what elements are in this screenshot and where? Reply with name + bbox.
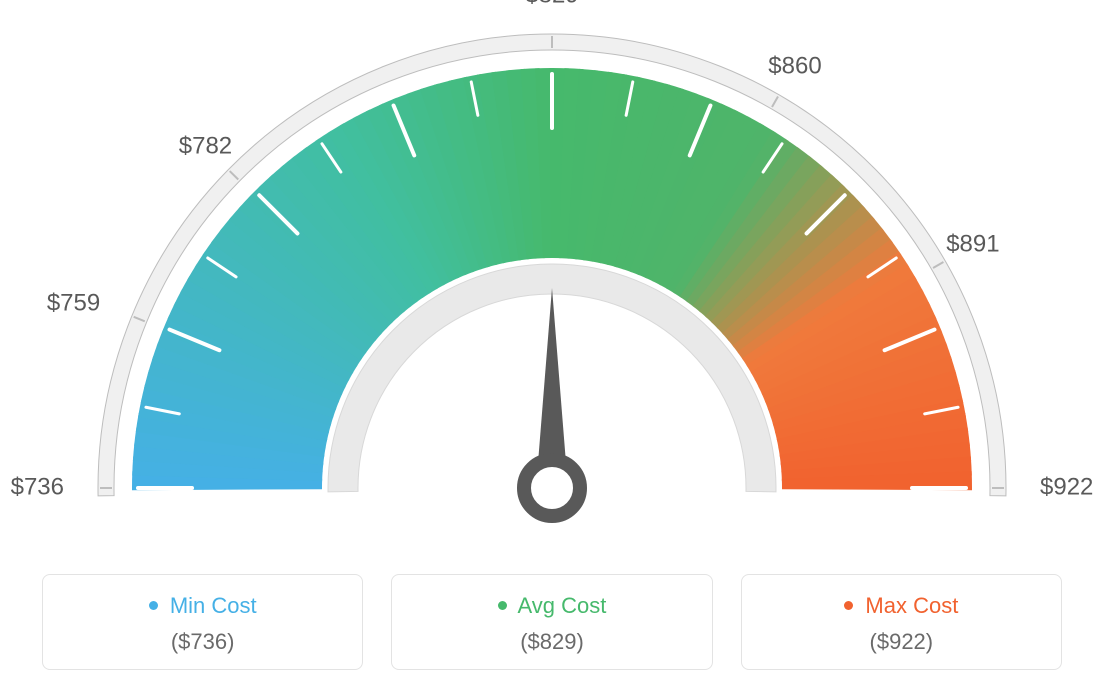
- legend-value-avg: ($829): [392, 629, 711, 655]
- legend-card-avg: Avg Cost ($829): [391, 574, 712, 670]
- legend-dot-avg: [498, 601, 507, 610]
- legend-value-min: ($736): [43, 629, 362, 655]
- legend-dot-max: [844, 601, 853, 610]
- legend-title-max: Max Cost: [742, 593, 1061, 619]
- legend-title-min: Min Cost: [43, 593, 362, 619]
- legend-dot-min: [149, 601, 158, 610]
- gauge-svg: $736 $759 $782 $829 $860 $891 $922: [0, 0, 1104, 550]
- gauge-tick-label: $829: [525, 0, 578, 8]
- legend-label-min: Min Cost: [170, 593, 257, 618]
- gauge-tick-label: $860: [768, 52, 821, 79]
- gauge-tick-label: $891: [946, 230, 999, 257]
- gauge-needle-hub: [524, 460, 580, 516]
- legend-row: Min Cost ($736) Avg Cost ($829) Max Cost…: [0, 574, 1104, 670]
- gauge-tick-label: $736: [11, 473, 64, 500]
- gauge-chart: $736 $759 $782 $829 $860 $891 $922: [0, 0, 1104, 550]
- legend-card-min: Min Cost ($736): [42, 574, 363, 670]
- legend-label-avg: Avg Cost: [518, 593, 607, 618]
- legend-value-max: ($922): [742, 629, 1061, 655]
- gauge-tick-label: $759: [47, 289, 100, 316]
- legend-title-avg: Avg Cost: [392, 593, 711, 619]
- legend-label-max: Max Cost: [865, 593, 958, 618]
- gauge-tick-label: $782: [179, 133, 232, 160]
- legend-card-max: Max Cost ($922): [741, 574, 1062, 670]
- gauge-tick-label: $922: [1040, 473, 1093, 500]
